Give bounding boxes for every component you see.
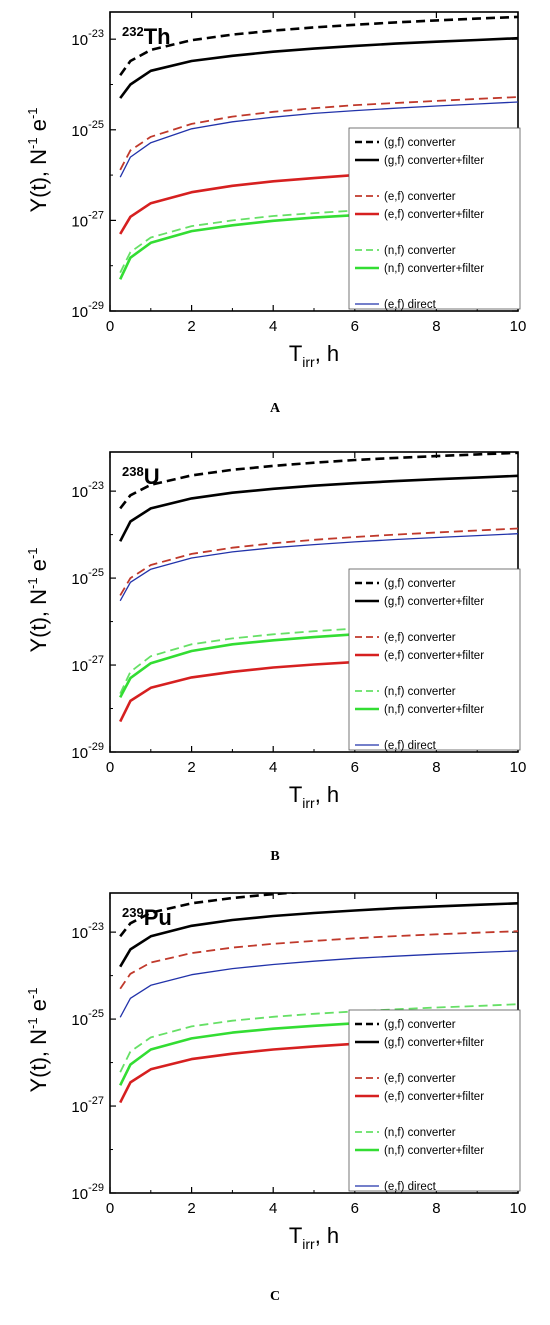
x-tick-label: 4 <box>269 318 277 335</box>
legend-label: (e,f) converter <box>384 191 456 203</box>
series-line-g-f-converter <box>119 15 518 76</box>
legend-label: (n,f) converter+filter <box>384 263 484 275</box>
y-tick-label: 10-23 <box>71 28 104 49</box>
series-line-g-f-converter-filter <box>119 36 518 99</box>
legend-label: (g,f) converter+filter <box>384 1037 484 1049</box>
chart-panel-c: 0 2 4 6 8 10 10-29 10-27 10-25 10-23 Tirr, h Y(t), … <box>25 892 527 1304</box>
y-tick-label: 10-27 <box>71 654 104 675</box>
y-axis-label: Y(t), N-1 e-1 <box>25 987 51 1092</box>
legend-label: (e,f) direct <box>384 740 437 752</box>
panel-letter: A <box>270 401 281 416</box>
x-tick-label: 6 <box>351 318 359 335</box>
legend-box <box>348 1009 521 1192</box>
series-line-e-f-converter <box>119 527 518 596</box>
x-tick-label: 8 <box>432 1200 440 1217</box>
legend-label: (e,f) converter+filter <box>384 650 484 662</box>
x-tick-label: 6 <box>351 759 359 776</box>
x-tick-label: 10 <box>510 318 527 335</box>
series-line-e-f-converter <box>119 930 518 990</box>
series-line-g-f-converter <box>119 452 518 510</box>
chart-panel-a: 0 2 4 6 8 10 10-29 10-27 10-25 10-23 Tirr, h Y(t), … <box>25 11 527 416</box>
legend-label: (g,f) converter+filter <box>384 596 484 608</box>
x-tick-label: 8 <box>432 759 440 776</box>
series-line-g-f-converter-filter <box>119 902 518 968</box>
panel-letter: B <box>270 849 279 864</box>
y-axis-label: Y(t), N-1 e-1 <box>25 107 51 212</box>
x-tick-label: 0 <box>106 759 114 776</box>
legend-label: (e,f) converter <box>384 632 456 644</box>
x-tick-label: 4 <box>269 1200 277 1217</box>
y-tick-label: 10-29 <box>71 741 104 762</box>
legend-box <box>348 568 521 751</box>
x-tick-label: 0 <box>106 1200 114 1217</box>
legend-label: (n,f) converter <box>384 686 456 698</box>
series-line-e-f-direct <box>119 533 518 602</box>
x-tick-label: 8 <box>432 318 440 335</box>
x-axis-label: Tirr, h <box>289 1223 339 1252</box>
y-tick-label: 10-25 <box>71 567 104 588</box>
legend-label: (e,f) converter+filter <box>384 209 484 221</box>
nuclide-label: 239Pu <box>122 905 172 930</box>
series-line-e-f-direct <box>119 950 518 1018</box>
legend-label: (g,f) converter+filter <box>384 155 484 167</box>
y-tick-label: 10-25 <box>71 119 104 140</box>
x-tick-label: 2 <box>187 1200 195 1217</box>
x-tick-label: 10 <box>510 759 527 776</box>
x-tick-label: 10 <box>510 1200 527 1217</box>
legend-label: (g,f) converter <box>384 1019 456 1031</box>
y-tick-label: 10-27 <box>71 209 104 230</box>
legend-label: (e,f) converter <box>384 1073 456 1085</box>
legend-label: (n,f) converter <box>384 1127 456 1139</box>
legend-box <box>348 127 521 310</box>
series-line-e-f-converter <box>119 96 518 171</box>
y-tick-label: 10-25 <box>71 1008 104 1029</box>
y-tick-label: 10-23 <box>71 921 104 942</box>
x-tick-label: 0 <box>106 318 114 335</box>
series-line-n-f-converter <box>119 1003 518 1073</box>
y-tick-label: 10-23 <box>71 480 104 501</box>
nuclide-label: 232Th <box>122 24 171 49</box>
series-line-e-f-direct <box>119 101 518 178</box>
x-tick-label: 2 <box>187 759 195 776</box>
series-line-g-f-converter-filter <box>119 474 518 542</box>
chart-panel-b: 0 2 4 6 8 10 10-29 10-27 10-25 10-23 Tirr, h Y(t), … <box>25 451 527 864</box>
x-tick-label: 6 <box>351 1200 359 1217</box>
series-line-g-f-converter <box>119 893 306 938</box>
legend-label: (g,f) converter <box>384 578 456 590</box>
panel-letter: C <box>270 1289 280 1304</box>
legend-label: (e,f) converter+filter <box>384 1091 484 1103</box>
x-tick-label: 4 <box>269 759 277 776</box>
y-tick-label: 10-27 <box>71 1095 104 1116</box>
legend-label: (n,f) converter+filter <box>384 704 484 716</box>
legend-label: (g,f) converter <box>384 137 456 149</box>
legend-label: (n,f) converter+filter <box>384 1145 484 1157</box>
legend-label: (e,f) direct <box>384 1181 437 1193</box>
legend-label: (n,f) converter <box>384 245 456 257</box>
y-axis-label: Y(t), N-1 e-1 <box>25 547 51 652</box>
x-axis-label: Tirr, h <box>289 782 339 811</box>
legend-label: (e,f) direct <box>384 299 437 311</box>
x-tick-label: 2 <box>187 318 195 335</box>
y-tick-label: 10-29 <box>71 1182 104 1203</box>
y-tick-label: 10-29 <box>71 300 104 321</box>
x-axis-label: Tirr, h <box>289 341 339 370</box>
